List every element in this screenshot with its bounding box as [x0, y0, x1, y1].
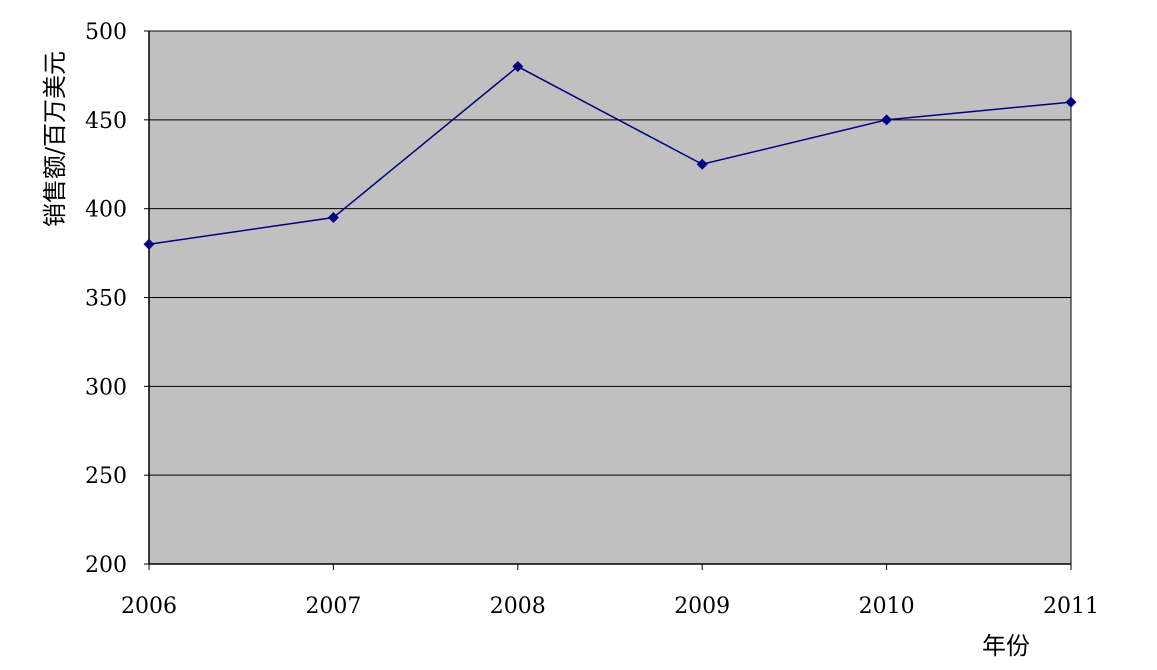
x-axis-title: 年份: [982, 632, 1030, 660]
data-point-0-0: [143, 238, 155, 250]
axes: [144, 30, 1072, 570]
gridlines: [149, 119, 1071, 476]
x-tick-label-3: 2009: [674, 594, 730, 619]
y-tick-label-4: 400: [85, 198, 127, 223]
x-tick-label-5: 2011: [1043, 594, 1099, 619]
data-point-0-4: [881, 114, 893, 126]
y-tick-label-2: 300: [85, 375, 127, 400]
y-tick-label-3: 350: [85, 287, 127, 312]
data-point-0-5: [1065, 96, 1077, 108]
series-line-0: [148, 65, 1072, 245]
y-tick-label-0: 200: [85, 553, 127, 578]
y-axis-title: 销售额/百万美元: [41, 51, 69, 227]
y-tick-label-1: 250: [85, 464, 127, 489]
data-point-0-3: [696, 158, 708, 170]
x-tick-label-0: 2006: [121, 594, 177, 619]
tick-labels: 200 250 300 350 400 450 500 2006 2007 2008 2009 201…: [85, 20, 1099, 619]
y-tick-label-6: 500: [85, 20, 127, 45]
data-point-0-2: [512, 61, 524, 73]
series-layer: [143, 61, 1077, 250]
data-point-0-1: [327, 212, 339, 224]
x-tick-label-2: 2008: [490, 594, 546, 619]
x-tick-label-1: 2007: [305, 594, 361, 619]
x-tick-label-4: 2010: [859, 594, 915, 619]
y-tick-label-5: 450: [85, 109, 127, 134]
